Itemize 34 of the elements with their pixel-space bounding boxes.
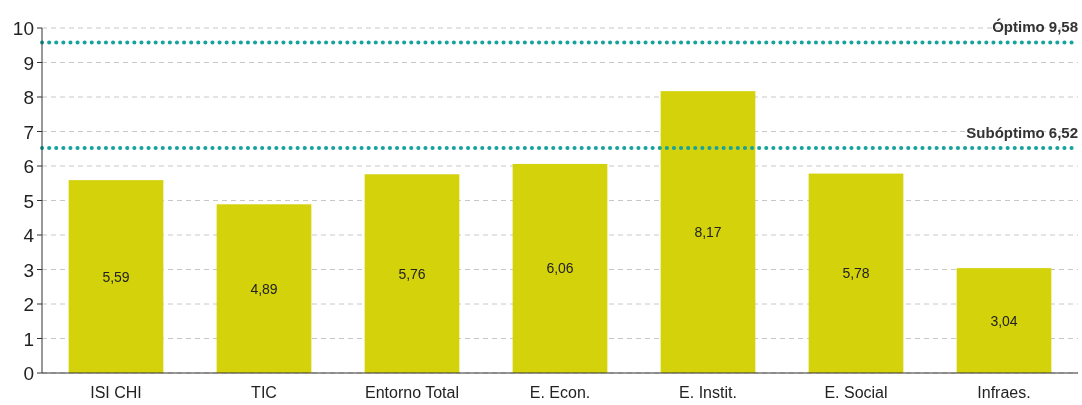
data-label: 5,78 bbox=[842, 265, 870, 282]
x-tick-label: Entorno Total bbox=[365, 384, 459, 401]
y-tick-label: 0 bbox=[23, 363, 34, 384]
bar bbox=[512, 163, 608, 373]
bar bbox=[68, 180, 164, 373]
ref-line-label: Subóptimo 6,52 bbox=[966, 124, 1078, 142]
x-tick-label: E. Econ. bbox=[529, 384, 591, 401]
data-label: 5,76 bbox=[398, 265, 426, 282]
x-tick-label: Infraes. bbox=[977, 384, 1031, 401]
data-label: 6,06 bbox=[546, 260, 574, 277]
x-tick-label: TIC bbox=[251, 384, 277, 401]
data-label: 8,17 bbox=[694, 224, 722, 241]
y-tick-label: 8 bbox=[23, 87, 34, 108]
data-label: 3,04 bbox=[990, 312, 1018, 329]
data-label: 5,59 bbox=[102, 268, 130, 285]
y-tick-label: 6 bbox=[23, 156, 34, 177]
bar bbox=[956, 268, 1052, 373]
bar bbox=[808, 173, 904, 373]
y-tick-label: 10 bbox=[12, 18, 34, 39]
x-tick-label: E. Instit. bbox=[679, 384, 737, 401]
bar bbox=[216, 204, 312, 373]
y-tick-label: 3 bbox=[23, 259, 34, 281]
y-tick-label: 5 bbox=[23, 190, 34, 212]
bar bbox=[660, 91, 756, 373]
y-tick-label: 1 bbox=[23, 328, 34, 350]
y-tick-label: 2 bbox=[23, 294, 34, 315]
data-label: 4,89 bbox=[250, 280, 278, 297]
y-tick-label: 9 bbox=[23, 52, 34, 74]
x-tick-label: ISI CHI bbox=[90, 384, 142, 401]
ref-line-label: Óptimo 9,58 bbox=[992, 18, 1078, 36]
y-tick-label: 4 bbox=[23, 225, 35, 246]
bar bbox=[364, 174, 460, 373]
x-tick-label: E. Social bbox=[824, 384, 888, 401]
y-tick-label: 7 bbox=[23, 121, 34, 143]
